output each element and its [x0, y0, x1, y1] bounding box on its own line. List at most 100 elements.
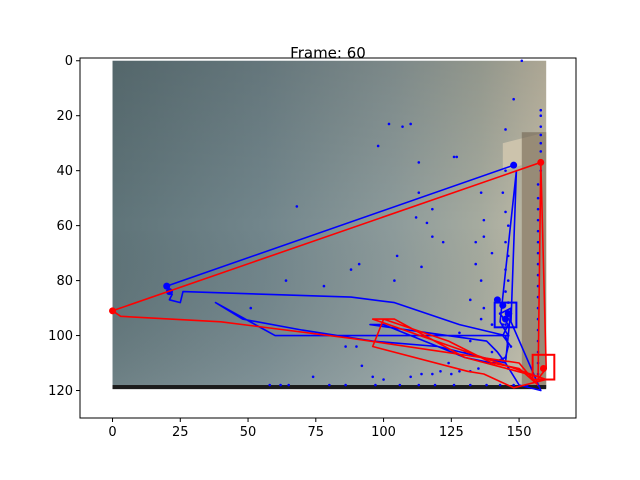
axes-frame	[79, 57, 577, 419]
scatter-point-45	[504, 290, 507, 293]
scatter-point-1	[512, 97, 515, 101]
chart-title: Frame: 60	[290, 44, 366, 62]
photo-shade	[112, 60, 547, 388]
scatter-point-113	[468, 339, 472, 343]
trajectory-line-0	[165, 164, 542, 392]
x-tick-label-3: 75	[308, 425, 325, 440]
scatter-point-36	[504, 128, 507, 131]
y-tick-label-4: 80	[56, 274, 73, 289]
scatter-point-17	[536, 183, 540, 186]
scatter-point-37	[504, 169, 507, 172]
scatter-point-51	[504, 356, 507, 359]
scatter-point-20	[536, 218, 540, 222]
scatter-point-23	[536, 251, 540, 255]
y-axis: 0 20 40 60 80 100 120	[48, 54, 80, 399]
scatter-point-69	[431, 372, 434, 376]
scatter-point-102	[452, 383, 456, 387]
scatter-point-75	[360, 364, 364, 368]
scatter-point-54	[482, 218, 486, 222]
scatter-point-42	[506, 254, 510, 258]
scatter-point-8	[455, 155, 459, 159]
scatter-point-63	[479, 317, 483, 321]
scatter-point-101	[433, 383, 437, 387]
scatter-point-12	[539, 133, 543, 137]
bounding-box-2	[493, 301, 518, 329]
scatter-point-70	[420, 372, 423, 376]
scatter-point-71	[409, 375, 412, 379]
scatter-point-22	[536, 240, 540, 244]
scatter-point-78	[349, 268, 353, 271]
scatter-point-39	[504, 210, 507, 214]
scatter-point-76	[355, 345, 358, 348]
scatter-point-89	[295, 205, 299, 208]
x-tick-label-6: 150	[507, 425, 532, 440]
scatter-point-41	[504, 240, 507, 244]
scatter-point-64	[458, 331, 461, 335]
scatter-point-24	[536, 262, 540, 266]
scatter-point-82	[417, 191, 421, 194]
background-photo	[112, 60, 547, 390]
scatter-point-97	[328, 383, 331, 387]
scatter-point-81	[393, 279, 396, 282]
scatter-point-112	[450, 372, 453, 376]
scatter-point-10	[539, 114, 543, 118]
scatter-point-0	[520, 59, 524, 63]
scatter-point-19	[536, 207, 540, 211]
scatter-point-108	[490, 350, 494, 354]
scatter-point-77	[344, 345, 347, 348]
scatter-point-111	[458, 369, 461, 373]
scatter-point-3	[401, 125, 404, 129]
y-tick-label-3: 60	[56, 219, 73, 234]
x-tick-label-1: 25	[172, 425, 189, 440]
scatter-point-14	[539, 150, 543, 153]
marker-point-1-5	[504, 310, 512, 318]
scatter-point-11	[539, 125, 543, 129]
scatter-point-2	[387, 122, 391, 126]
trajectory-line-4	[111, 161, 548, 389]
scatter-point-48	[504, 323, 507, 326]
scatter-point-55	[482, 235, 486, 238]
plot-layer	[109, 59, 556, 392]
x-tick-label-4: 100	[371, 425, 396, 440]
scatter-point-104	[485, 383, 488, 387]
scatter-point-72	[398, 383, 402, 387]
x-tick-label-2: 50	[240, 425, 257, 440]
x-axis: 0 25 50 75 100 125 150	[108, 418, 531, 440]
y-tick-label-1: 20	[56, 109, 73, 124]
scatter-point-93	[311, 375, 315, 379]
scatter-point-40	[506, 224, 510, 227]
scatter-point-4	[409, 122, 412, 126]
scatter-point-80	[395, 254, 399, 258]
scatter-point-110	[477, 367, 480, 370]
marker-point-5-2	[539, 365, 547, 373]
photo-floor-line	[112, 385, 547, 390]
scatter-point-74	[371, 375, 375, 379]
scatter-point-38	[501, 191, 505, 194]
scatter-point-5	[417, 161, 421, 164]
scatter-point-105	[498, 383, 502, 387]
scatter-point-67	[439, 369, 442, 373]
marker-point-1-6	[502, 315, 510, 323]
scatter-point-88	[441, 240, 445, 244]
scatter-point-21	[536, 229, 540, 233]
scatter-point-62	[490, 323, 494, 326]
scatter-point-86	[431, 235, 434, 238]
scatter-point-56	[474, 240, 478, 244]
marker-point-1-0	[510, 161, 518, 169]
scatter-point-57	[490, 251, 494, 255]
marker-point-5-1	[537, 158, 545, 166]
scatter-point-53	[479, 191, 483, 194]
scatter-point-85	[425, 221, 429, 225]
scatter-point-106	[512, 383, 515, 387]
scatter-point-84	[431, 207, 434, 211]
scatter-point-59	[479, 279, 483, 282]
scatter-point-92	[249, 306, 253, 310]
scatter-point-44	[506, 279, 510, 282]
scatter-point-98	[344, 383, 347, 387]
photo-door-edge	[521, 132, 547, 388]
scatter-point-58	[474, 262, 478, 266]
scatter-point-43	[504, 268, 507, 271]
scatter-point-47	[509, 312, 513, 315]
scatter-point-6	[376, 144, 380, 148]
